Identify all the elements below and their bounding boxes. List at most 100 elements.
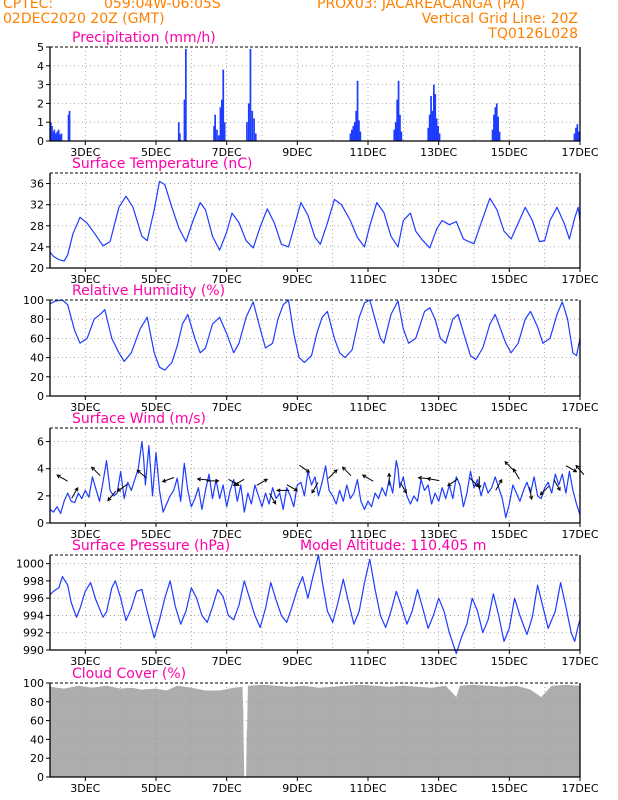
wind-arrow-head	[403, 489, 407, 494]
precip-bar	[493, 114, 495, 141]
precip-bar	[358, 120, 360, 141]
pressure-ytick-label: 1000	[16, 558, 44, 571]
precip-ytick-label: 5	[37, 41, 44, 54]
precip-bar	[183, 99, 186, 141]
cloud-xtick-label: 5DEC	[141, 782, 171, 795]
temperature-xtick-label: 13DEC	[420, 273, 457, 286]
wind-arrow-head	[426, 476, 431, 482]
pressure-ytick-label: 996	[23, 592, 44, 605]
precip-bar	[437, 126, 439, 141]
wind-series-line	[49, 441, 581, 519]
precip-bar	[427, 127, 430, 141]
precip-bar	[575, 127, 577, 141]
wind-arrow-shaft	[362, 474, 374, 482]
wind-arrow-shaft	[197, 478, 210, 481]
cloud-xtick-label: 3DEC	[70, 782, 100, 795]
cloud-ytick-label: 0	[37, 771, 44, 784]
precip-bar	[247, 103, 250, 141]
wind-xtick-label: 9DEC	[282, 528, 312, 541]
wind-arrow-shaft	[117, 483, 128, 492]
wind-arrow-shaft	[136, 469, 147, 479]
cloud-ytick-label: 40	[30, 733, 44, 746]
precip-bar	[355, 110, 357, 141]
wind-arrow-head	[556, 486, 561, 492]
cloud-xtick-label: 13DEC	[420, 782, 457, 795]
wind-arrow-shaft	[512, 468, 520, 480]
wind-arrow-head	[276, 488, 281, 493]
wind-arrow-shaft	[328, 469, 338, 479]
wind-arrow-head	[417, 475, 423, 481]
temperature-xtick-label: 7DEC	[212, 273, 242, 286]
wind-arrow-head	[447, 482, 452, 487]
wind-arrow-shaft	[495, 479, 503, 491]
temperature-series-line	[49, 180, 581, 262]
wind-arrow-shaft	[233, 478, 245, 486]
wind-arrow-head	[116, 487, 122, 492]
cloud-ytick-label: 100	[23, 677, 44, 690]
temperature-ytick-label: 32	[30, 199, 44, 212]
pressure-xtick-label: 7DEC	[212, 655, 242, 668]
precip-bar	[221, 99, 223, 141]
wind-arrow-shaft	[342, 466, 352, 477]
precip-bar	[217, 135, 220, 141]
wind-arrow-head	[361, 474, 367, 479]
wind-arrow-head	[161, 478, 167, 483]
precip-bar	[435, 118, 438, 141]
humidity-xtick-label: 5DEC	[141, 401, 171, 414]
precip-bar	[433, 84, 435, 141]
temperature-xtick-label: 5DEC	[141, 273, 171, 286]
wind-arrow-shaft	[71, 487, 79, 499]
precip-ytick-label: 4	[37, 60, 44, 73]
pressure-ytick-label: 990	[23, 644, 44, 657]
precip-bar	[51, 126, 53, 141]
precip-bar	[67, 114, 70, 141]
cloud-xtick-label: 15DEC	[491, 782, 528, 795]
precip-bar	[577, 131, 580, 141]
humidity-ytick-label: 60	[30, 332, 44, 345]
cloud-title: Cloud Cover (%)	[72, 666, 186, 682]
precip-bar	[430, 95, 432, 141]
wind-arrow-head	[272, 500, 277, 505]
wind-arrow-shaft	[286, 484, 298, 492]
precip-bar	[52, 131, 54, 141]
pressure-xtick-label: 13DEC	[420, 655, 457, 668]
precip-xtick-label: 11DEC	[349, 146, 386, 159]
wind-arrow-head	[341, 466, 347, 471]
pressure-xtick-label: 5DEC	[141, 655, 171, 668]
precip-bar	[222, 69, 225, 141]
precip-bar	[219, 107, 222, 141]
precip-bar	[56, 131, 59, 141]
precip-bar	[438, 133, 441, 141]
temperature-title: Surface Temperature (nC)	[72, 156, 253, 172]
wind-ytick-label: 2	[37, 490, 44, 503]
precip-bar	[359, 131, 362, 141]
pressure-series-line	[49, 554, 581, 655]
pressure-xtick-label: 3DEC	[70, 655, 100, 668]
wind-arrow-shaft	[447, 478, 458, 487]
temperature-xtick-label: 15DEC	[491, 273, 528, 286]
precip-bar	[50, 122, 52, 141]
precip-bar	[254, 133, 257, 141]
temperature-ytick-label: 24	[30, 241, 44, 254]
precip-xtick-label: 5DEC	[141, 146, 171, 159]
precip-xtick-label: 7DEC	[212, 146, 242, 159]
wind-arrow-head	[311, 489, 316, 494]
precip-bar	[177, 122, 180, 141]
precip-bar	[349, 133, 352, 141]
precip-bar	[352, 126, 355, 141]
wind-arrow-shaft	[565, 465, 577, 473]
wind-arrow-head	[90, 466, 96, 471]
temperature-ytick-label: 28	[30, 220, 44, 233]
humidity-xtick-label: 9DEC	[282, 401, 312, 414]
precip-bar	[434, 94, 437, 141]
precip-bar	[53, 129, 56, 141]
precip-bar	[253, 118, 255, 141]
pressure-xtick-label: 9DEC	[282, 655, 312, 668]
humidity-xtick-label: 11DEC	[349, 401, 386, 414]
cloud-xtick-label: 11DEC	[349, 782, 386, 795]
cloud-ytick-label: 20	[30, 752, 44, 765]
wind-arrow-head	[232, 482, 238, 486]
precip-bar	[216, 129, 218, 141]
precip-bar	[393, 129, 396, 141]
